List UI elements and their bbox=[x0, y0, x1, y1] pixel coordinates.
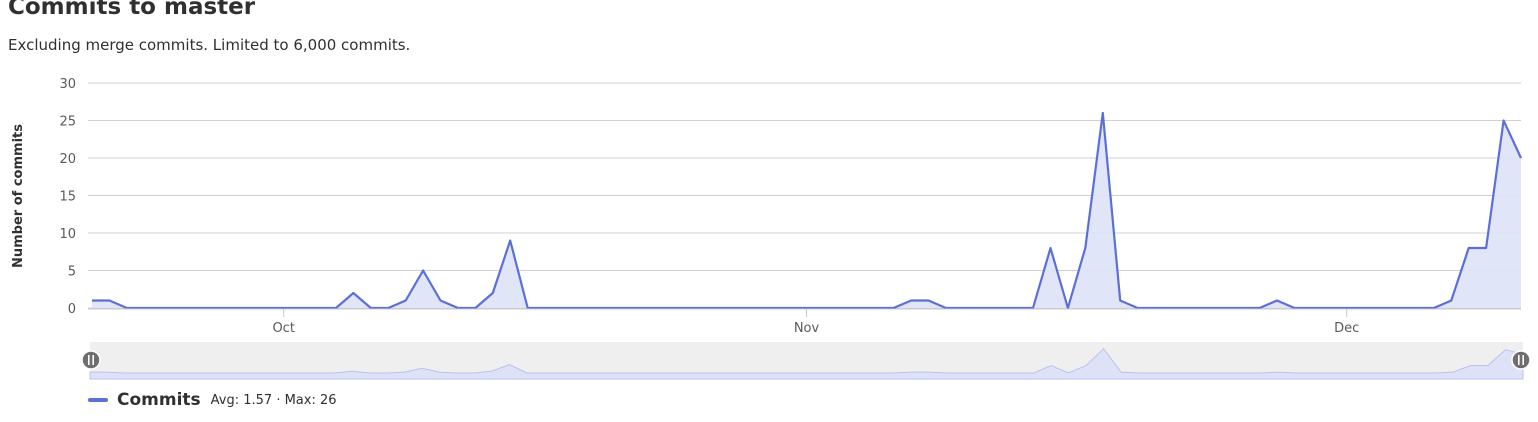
handle-knob[interactable] bbox=[1511, 350, 1531, 370]
chart-grid bbox=[88, 82, 1521, 309]
x-tick-label: Dec bbox=[1334, 321, 1359, 336]
legend-series-name: Commits bbox=[117, 390, 201, 410]
navigator-left-handle[interactable] bbox=[81, 350, 101, 370]
y-tick-label: 5 bbox=[68, 265, 76, 280]
page-subtitle: Excluding merge commits. Limited to 6,00… bbox=[8, 36, 411, 54]
legend-swatch bbox=[88, 398, 108, 402]
x-tick-label: Nov bbox=[794, 321, 820, 336]
y-axis-ticks: 0 5 10 15 20 25 30 bbox=[59, 77, 76, 317]
legend-stats: Avg: 1.57 · Max: 26 bbox=[210, 392, 337, 408]
legend-item-commits[interactable]: Commits Avg: 1.57 · Max: 26 bbox=[88, 390, 337, 410]
y-tick-label: 25 bbox=[59, 115, 76, 130]
y-axis-label: Number of commits bbox=[11, 124, 26, 268]
handle-knob[interactable] bbox=[81, 350, 101, 370]
navigator-area bbox=[89, 347, 1524, 380]
x-axis-ticks: Oct Nov Dec bbox=[272, 309, 1359, 336]
y-tick-label: 30 bbox=[59, 77, 76, 92]
page-title: Commits to master bbox=[8, 0, 256, 20]
y-tick-label: 10 bbox=[59, 227, 76, 242]
y-tick-label: 15 bbox=[59, 190, 76, 205]
commits-area bbox=[92, 113, 1521, 308]
y-tick-label: 20 bbox=[59, 152, 76, 167]
commits-line bbox=[92, 111, 1522, 310]
x-tick-label: Oct bbox=[272, 321, 294, 336]
y-tick-label: 0 bbox=[68, 302, 76, 317]
navigator-right-handle[interactable] bbox=[1511, 350, 1531, 370]
